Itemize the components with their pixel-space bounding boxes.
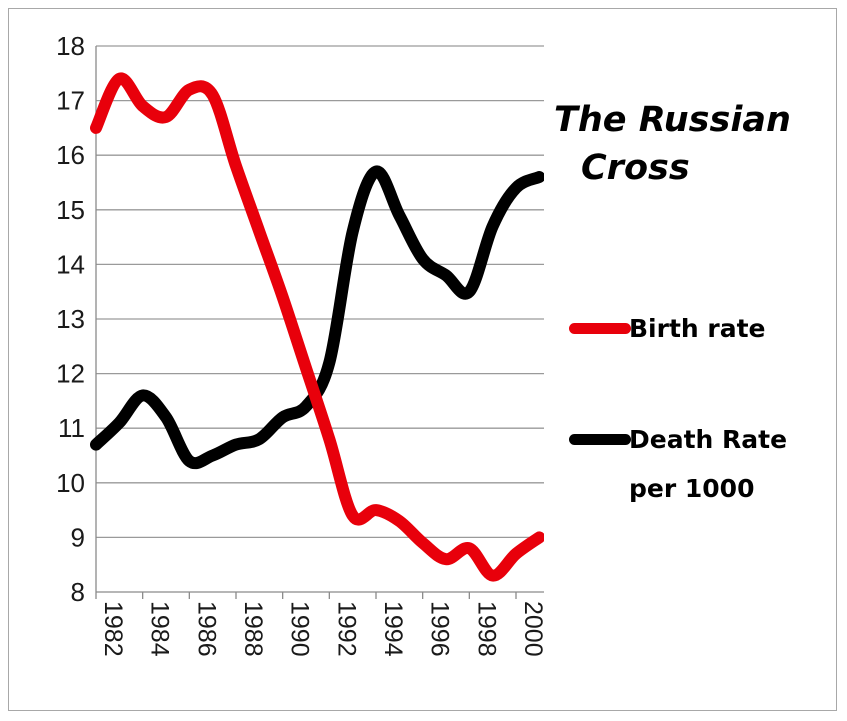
series-line-birth-rate: [90, 72, 544, 582]
y-tick-label: 13: [56, 304, 85, 334]
chart-title-line-1: The Russian: [554, 100, 791, 140]
y-tick-label: 10: [56, 468, 85, 498]
y-tick-label: 12: [56, 359, 85, 389]
axes: [95, 46, 544, 599]
x-tick-label: 1982: [99, 601, 127, 657]
legend-label-death-rate-line-1: Death Rate: [629, 425, 788, 454]
x-tick-label: 1986: [192, 601, 220, 657]
chart-title-line-2: Cross: [581, 148, 690, 188]
x-tick-label: 1984: [146, 601, 174, 657]
x-tick-label: 1988: [239, 601, 267, 657]
legend-label-birth-rate: Birth rate: [629, 314, 766, 343]
y-tick-label: 16: [56, 140, 85, 170]
series-line-death-rate: [90, 165, 544, 470]
x-tick-label: 1996: [426, 601, 454, 657]
y-tick-label: 8: [71, 577, 85, 607]
y-tick-label: 9: [71, 522, 85, 552]
legend-label-death-rate-line-2: per 1000: [629, 474, 755, 503]
y-tick-label: 17: [56, 86, 85, 116]
y-tick-label: 14: [56, 249, 85, 279]
x-tick-label: 1994: [379, 601, 407, 657]
russian-cross-chart: 8 9 10 11 12 13 14 15 16 17 18 1982 1984 1986 1988 199…: [56, 31, 547, 657]
y-tick-label: 15: [56, 195, 85, 225]
x-tick-label: 1990: [286, 601, 314, 657]
legend-swatch-death-rate: [569, 434, 631, 445]
y-tick-label: 11: [58, 413, 85, 443]
x-tick-label: 1998: [472, 601, 500, 657]
y-tick-label: 18: [56, 31, 85, 61]
x-tick-label: 1992: [332, 601, 360, 657]
series-lines: [90, 72, 544, 582]
legend-swatch-birth-rate: [569, 323, 631, 334]
x-tick-labels: 1982 1984 1986 1988 1990 1992 1994 1996 1998 2000: [99, 601, 547, 657]
x-tick-label: 2000: [519, 601, 547, 657]
y-tick-labels: 8 9 10 11 12 13 14 15 16 17 18: [56, 31, 85, 607]
chart-frame: 8 9 10 11 12 13 14 15 16 17 18 1982 1984 1986 1988 199…: [8, 8, 837, 711]
